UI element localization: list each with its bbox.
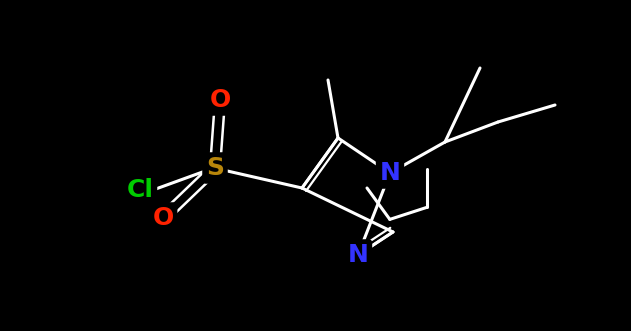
Text: N: N — [380, 161, 401, 185]
Text: O: O — [209, 88, 230, 112]
Text: N: N — [348, 243, 369, 267]
Text: Cl: Cl — [126, 178, 153, 202]
Text: O: O — [152, 206, 174, 230]
Text: S: S — [206, 156, 224, 180]
